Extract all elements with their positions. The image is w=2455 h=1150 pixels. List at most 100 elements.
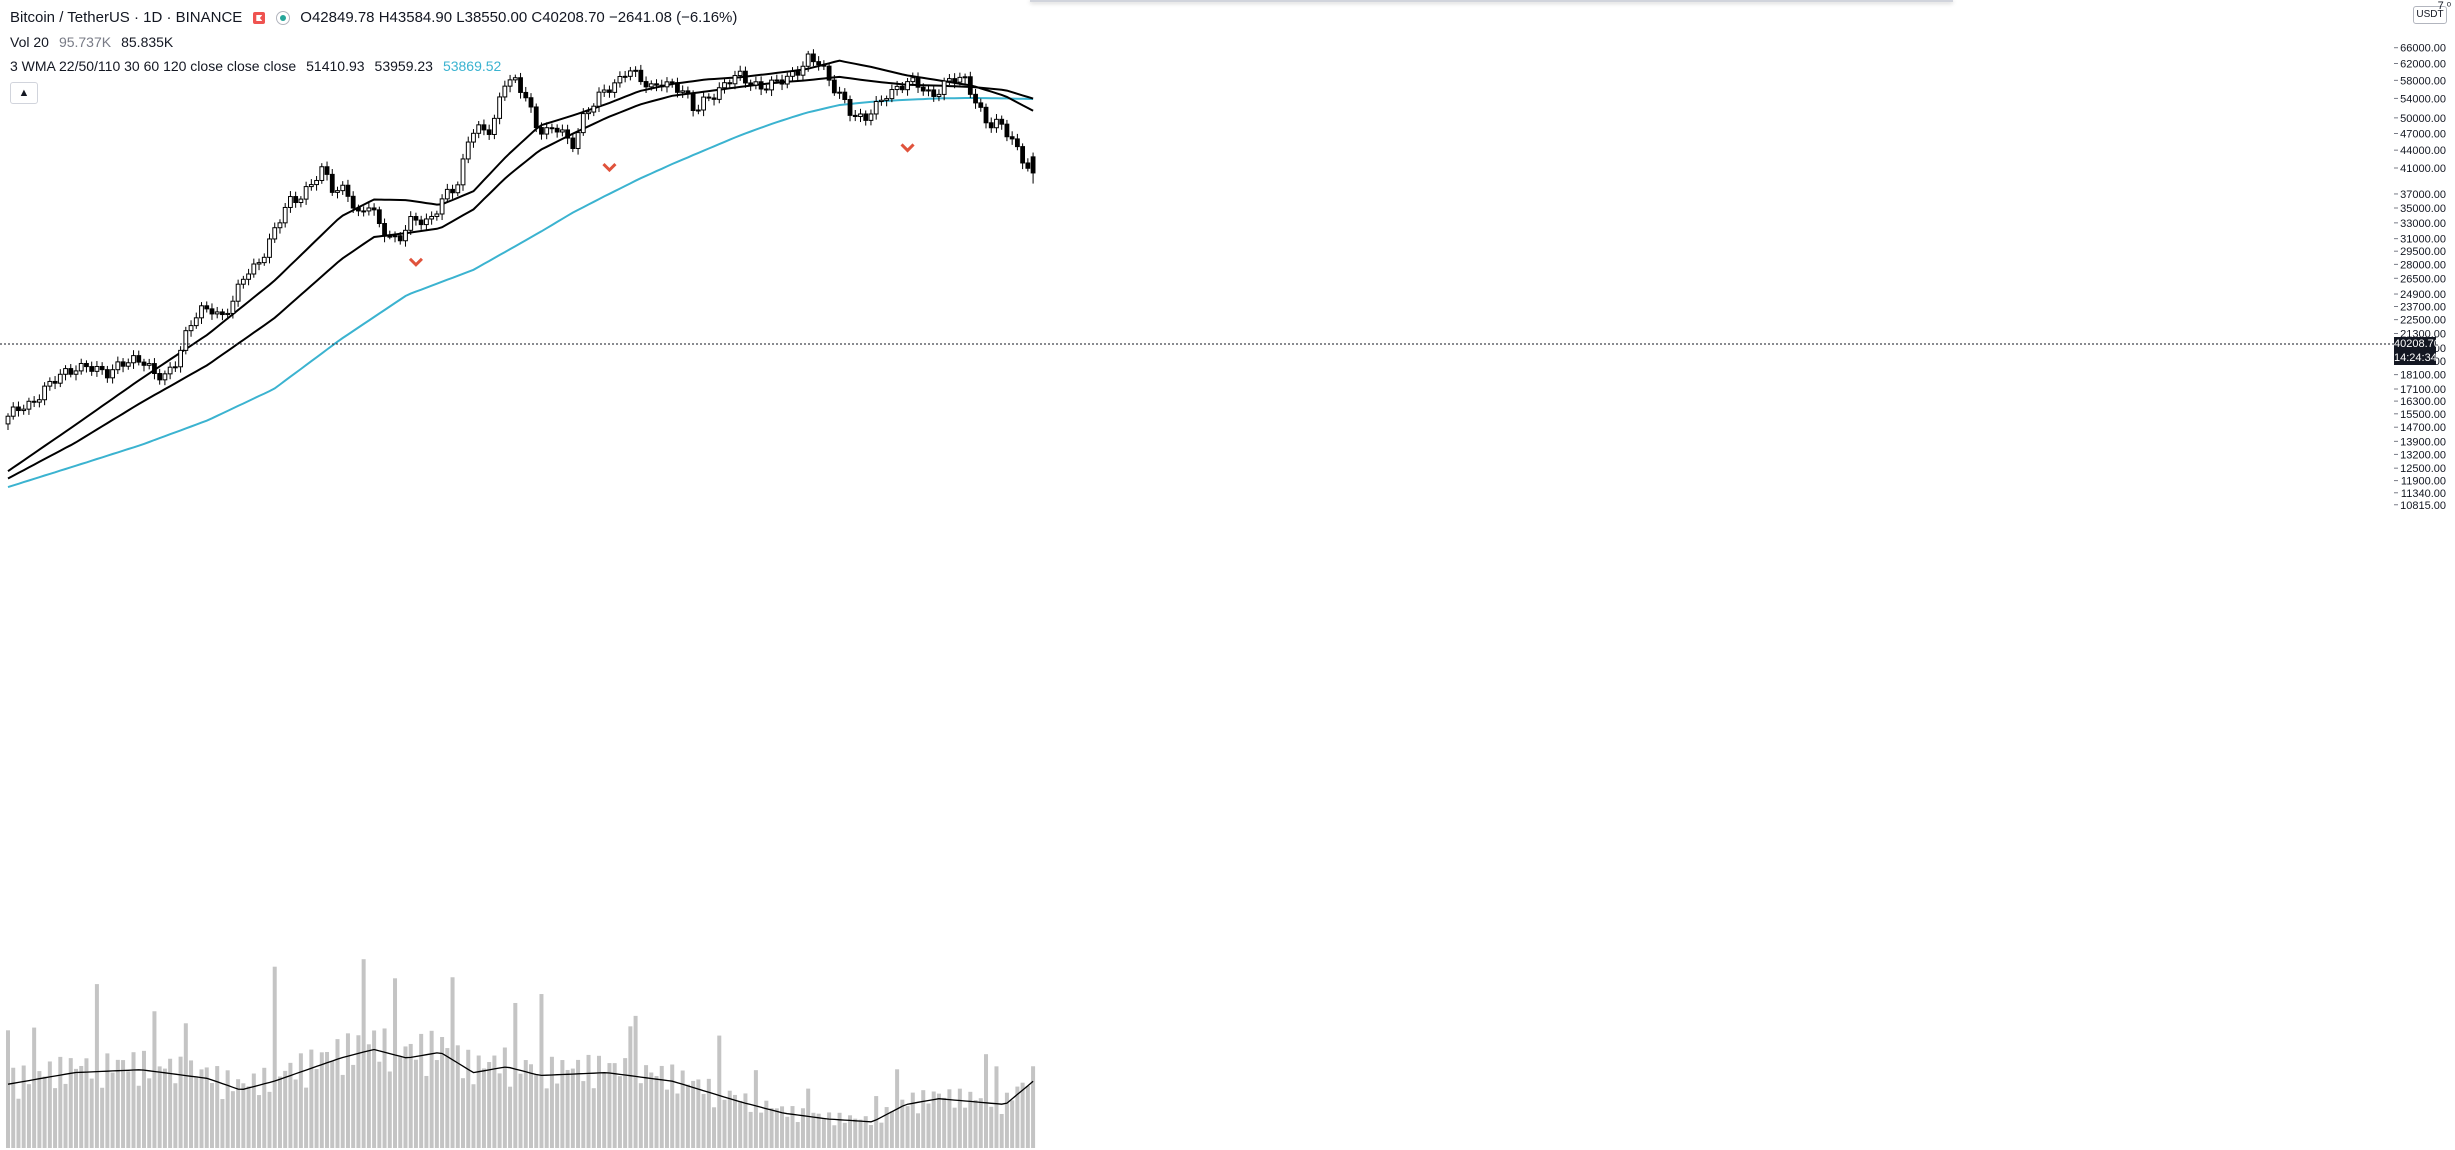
candle [340,181,346,195]
volume-bar [94,984,99,1148]
flag-icon[interactable] [252,11,266,25]
volume-bar [37,1071,42,1148]
candle-body-up [424,218,429,226]
candle [99,362,105,375]
candle [910,72,916,86]
volume-bar [1015,1086,1020,1148]
candle-body-up [57,373,63,384]
volume-bar [795,1122,800,1148]
volume-bar [267,1091,272,1148]
candle [172,361,178,372]
volume-bar [131,1052,136,1148]
candle [167,362,173,380]
candle-body-up [94,365,100,372]
candle-body-up [5,415,11,425]
volume-bar [189,1060,194,1148]
volume-bar [722,1099,727,1148]
candle-body-up [115,361,121,371]
candle [371,203,377,216]
candle-body-up [183,330,189,351]
candle [539,122,544,140]
candle [439,194,445,221]
high-value: H43584.90 [378,9,453,26]
candle [256,258,262,271]
volume-bar [523,1060,528,1148]
vol-label[interactable]: Vol 20 [10,34,49,50]
volume-bar [560,1060,565,1148]
candle-body-down [68,368,74,375]
volume-bar [879,1122,884,1148]
candle-body-up [246,273,251,280]
volume-bar [607,1063,612,1148]
candle [314,176,319,191]
volume-bar [1010,1100,1015,1148]
volume-bar [26,1084,31,1148]
candle [926,85,931,97]
volume-bar [466,1049,471,1148]
wma-label[interactable]: 3 WMA 22/50/110 30 60 120 close close cl… [10,58,297,74]
candle [811,49,816,67]
candle-body-down [481,124,487,131]
candle-body-down [920,86,926,92]
candle [277,219,283,234]
candle-body-up [319,166,325,181]
candle-body-down [204,305,210,310]
volume-bar [309,1049,314,1148]
candle-body-up [701,96,706,111]
candle-body-down [779,79,785,85]
candle-body-up [235,283,241,302]
volume-bar [816,1113,821,1148]
candle [94,361,100,377]
top-toolbar-edge [1030,0,1953,2]
candle-body-down [816,61,822,66]
candle [329,169,335,196]
candle [403,225,408,247]
market-status-icon[interactable] [276,11,291,25]
candle [790,67,795,83]
candle-body-up [491,117,497,135]
axis-tick-label: 35000.00 [2400,203,2446,215]
candle-body-down [523,91,529,99]
candle [612,79,618,98]
candle [52,376,58,390]
price-axis[interactable]: 66000.00 62000.00 58000.00 54000.00 50000.00… [2394,43,2446,512]
volume-bar [931,1091,936,1148]
candle-body-down [952,78,958,83]
candle [293,191,299,208]
candle-body-up [308,184,314,188]
volume-bar [277,1076,282,1148]
volume-bar [617,1076,622,1148]
volume-bar [780,1106,785,1148]
candle [899,81,905,94]
axis-tick-label: 11340.00 [2401,488,2446,500]
volume-bar [63,1083,68,1148]
axis-tick-label: 31000.00 [2400,234,2446,246]
candle [847,95,853,122]
volume-bar [889,1111,894,1148]
candle [512,74,518,84]
candle [16,401,21,417]
candle-body-down [983,106,989,124]
volume-bar [926,1103,931,1148]
symbol-title[interactable]: Bitcoin / TetherUS · 1D · BINANCE [10,9,243,26]
candle [591,103,597,117]
volume-bar [706,1078,711,1148]
volume-bar [832,1125,837,1148]
candle [659,79,665,92]
volume-bar [403,1046,408,1148]
candle [716,82,722,104]
candle [214,306,220,319]
candle [465,136,471,164]
candle [915,72,921,93]
volume-bar [957,1088,962,1148]
candle [837,86,842,99]
candle [141,358,147,372]
candle [580,108,586,136]
collapse-legend-button[interactable]: ▲ [10,82,38,104]
volume-bar [16,1098,21,1148]
currency-button[interactable]: USDT [2413,6,2447,24]
candle [366,202,372,216]
candle [282,202,288,228]
volume-bar [293,1079,298,1148]
